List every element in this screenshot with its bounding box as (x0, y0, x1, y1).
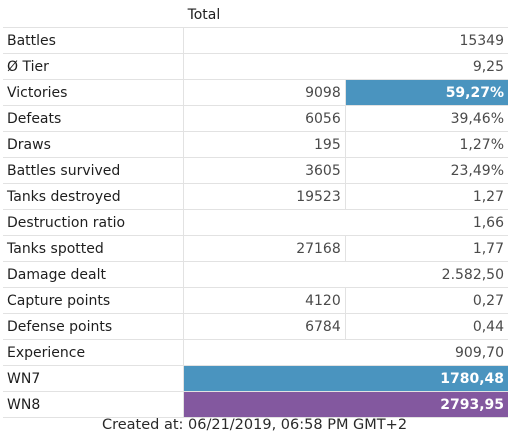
row-absolute-value: 4120 (183, 287, 346, 314)
header-total: Total (183, 2, 508, 28)
row-absolute-value: 6056 (183, 105, 346, 132)
table-row: Defense points 6784 0,44 (3, 313, 508, 340)
row-absolute-value: 3605 (183, 157, 346, 184)
row-value-highlight: 2793,95 (183, 391, 508, 418)
row-value: 1,27 (344, 183, 508, 210)
row-label: Battles (3, 27, 184, 54)
table-row: Capture points 4120 0,27 (3, 287, 508, 314)
row-label: Defense points (3, 313, 184, 340)
table-header-row: Total (3, 2, 508, 28)
row-absolute-value: 19523 (183, 183, 346, 210)
table-row: Tanks destroyed 19523 1,27 (3, 183, 508, 210)
row-label: Victories (3, 79, 184, 106)
player-stats-table: Total Battles 15349 Ø Tier 9,25 Victories 909… (3, 2, 508, 418)
row-absolute-value: 6784 (183, 313, 346, 340)
row-label: Destruction ratio (3, 209, 184, 236)
row-value: 1,66 (183, 209, 508, 236)
table-row: Experience 909,70 (3, 339, 508, 366)
row-value: 909,70 (183, 339, 508, 366)
row-label: WN7 (3, 365, 184, 392)
table-row: Draws 195 1,27% (3, 131, 508, 158)
row-label: Tanks spotted (3, 235, 184, 262)
table-row: Tanks spotted 27168 1,77 (3, 235, 508, 262)
row-label: Capture points (3, 287, 184, 314)
table-row: Destruction ratio 1,66 (3, 209, 508, 236)
table-row: WN8 2793,95 (3, 391, 508, 418)
row-label: Draws (3, 131, 184, 158)
row-value: 9,25 (183, 53, 508, 80)
row-label: Experience (3, 339, 184, 366)
table-body: Battles 15349 Ø Tier 9,25 Victories 9098 59,27… (3, 27, 508, 418)
row-value: 1,27% (344, 131, 508, 158)
row-value: 0,44 (344, 313, 508, 340)
table-row: Defeats 6056 39,46% (3, 105, 508, 132)
row-label: Tanks destroyed (3, 183, 184, 210)
table-row: Battles survived 3605 23,49% (3, 157, 508, 184)
row-value: 0,27 (344, 287, 508, 314)
table-row: WN7 1780,48 (3, 365, 508, 392)
row-value: 1,77 (344, 235, 508, 262)
table-row: Victories 9098 59,27% (3, 79, 508, 106)
row-absolute-value: 9098 (183, 79, 346, 106)
row-label: WN8 (3, 391, 184, 418)
table-row: Battles 15349 (3, 27, 508, 54)
row-value: 39,46% (344, 105, 508, 132)
row-value: 2.582,50 (183, 261, 508, 288)
row-label: Ø Tier (3, 53, 184, 80)
row-label: Damage dealt (3, 261, 184, 288)
row-label: Defeats (3, 105, 184, 132)
created-timestamp: Created at: 06/21/2019, 06:58 PM GMT+2 (101, 417, 408, 433)
table-row: Ø Tier 9,25 (3, 53, 508, 80)
row-value: 15349 (183, 27, 508, 54)
row-value-highlight: 59,27% (344, 79, 508, 106)
table-row: Damage dealt 2.582,50 (3, 261, 508, 288)
row-value: 23,49% (344, 157, 508, 184)
row-label: Battles survived (3, 157, 184, 184)
row-value-highlight: 1780,48 (183, 365, 508, 392)
header-label-cell (3, 2, 184, 28)
row-absolute-value: 195 (183, 131, 346, 158)
row-absolute-value: 27168 (183, 235, 346, 262)
